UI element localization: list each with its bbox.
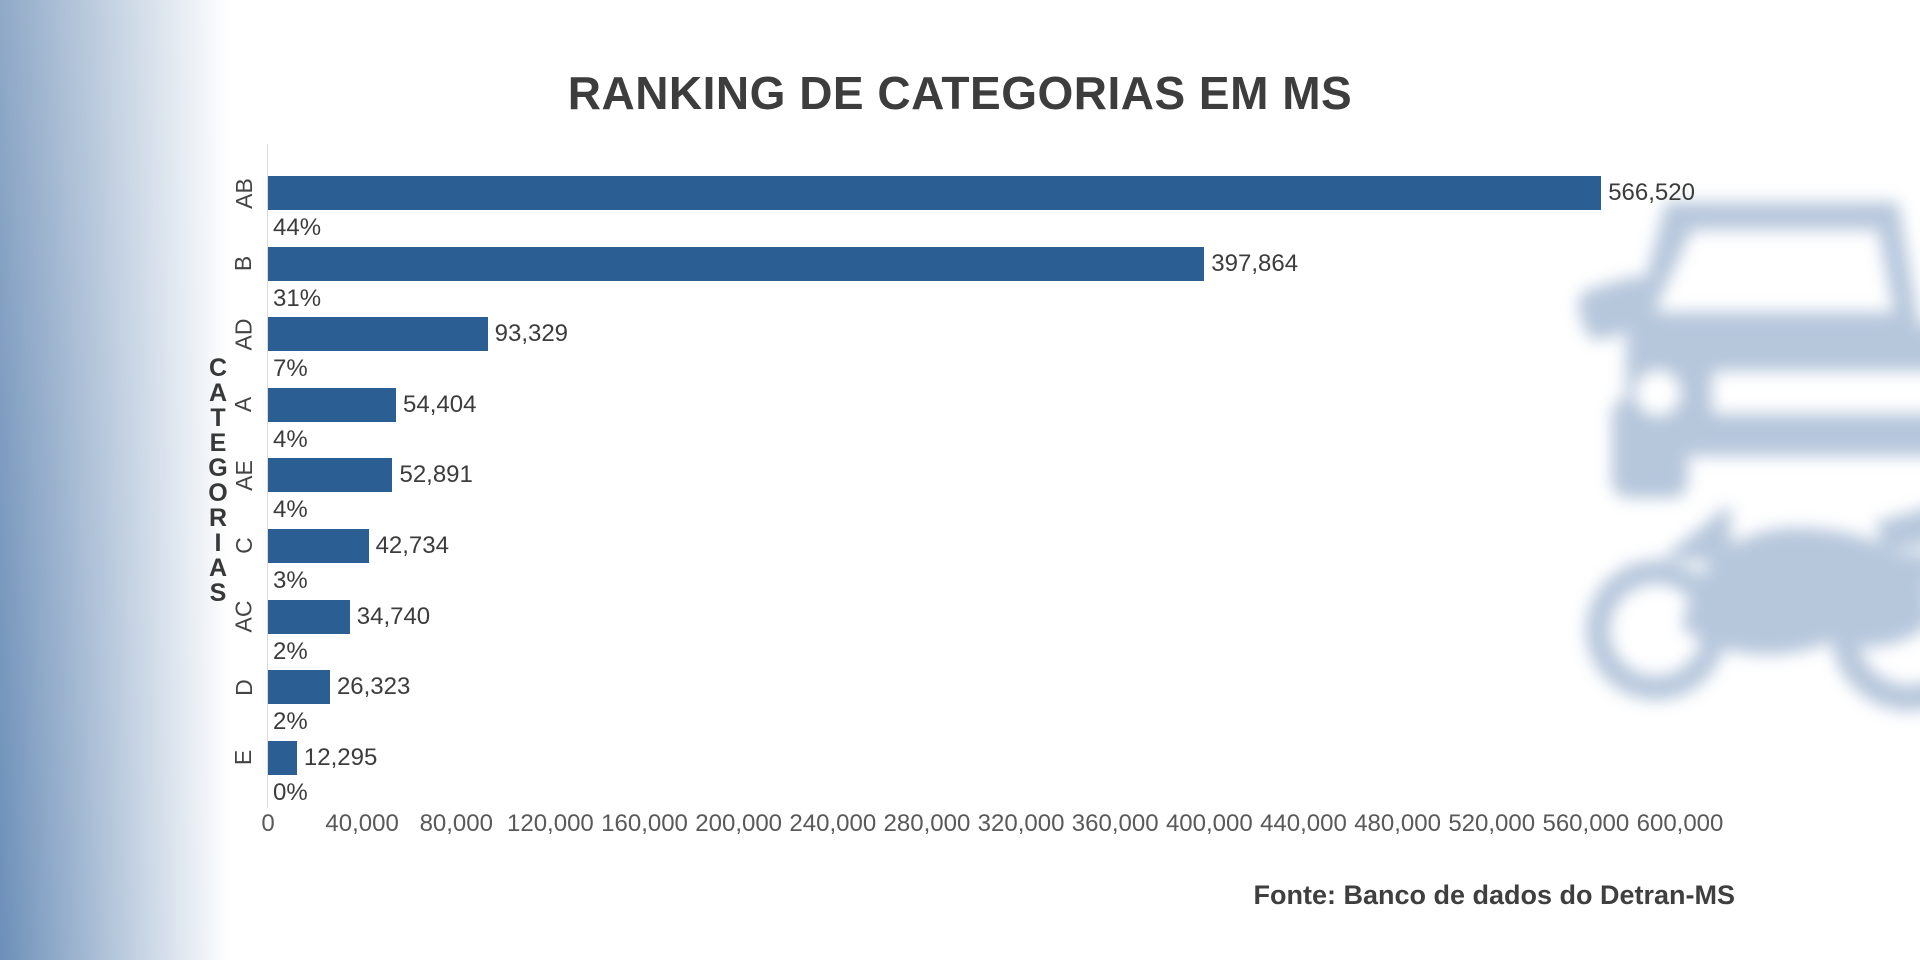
car-front-icon	[1578, 202, 1920, 498]
x-tick-label: 80,000	[419, 810, 493, 837]
x-tick-label: 280,000	[883, 810, 971, 837]
category-label: C	[230, 537, 257, 555]
value-label: 397,864	[1211, 249, 1299, 277]
bar-row: C 42,734 3%	[231, 503, 1680, 594]
category-label: AB	[230, 177, 257, 209]
category-label: A	[230, 397, 257, 413]
bar	[268, 246, 1205, 281]
motorcycle-icon	[1586, 504, 1920, 711]
x-tick-label: 120,000	[507, 810, 594, 837]
percent-label: 44%	[273, 214, 322, 241]
value-label: 93,329	[494, 320, 569, 348]
category-label: AD	[230, 318, 257, 351]
x-tick-label: 600,000	[1636, 810, 1724, 837]
bar-row: AC 34,740 2%	[230, 574, 1680, 665]
x-tick-label: 40,000	[325, 810, 399, 837]
value-label: 26,323	[336, 673, 411, 701]
x-axis-ticks: 0 40,000 80,000 120,000 160,000 200,000 240,00…	[261, 810, 1723, 844]
percent-label: 3%	[273, 566, 308, 594]
bar-row: AE 52,891 4%	[231, 432, 1680, 523]
percent-label: 4%	[273, 496, 308, 524]
bar-row: E 12,295 0%	[231, 715, 1680, 806]
value-label: 54,404	[403, 390, 477, 418]
bar-row: D 26,323 2%	[231, 644, 1680, 735]
bar	[268, 387, 397, 422]
percent-label: 0%	[273, 778, 308, 806]
x-tick-label: 320,000	[977, 810, 1065, 837]
bar	[268, 458, 393, 493]
x-tick-label: 480,000	[1354, 810, 1441, 837]
x-tick-label: 200,000	[695, 810, 783, 837]
source-note: Fonte: Banco de dados do Detran-MS	[1253, 880, 1735, 910]
category-label: E	[230, 750, 257, 766]
x-tick-label: 520,000	[1448, 810, 1536, 837]
value-label: 34,740	[356, 602, 431, 630]
percent-label: 31%	[273, 284, 322, 312]
y-axis-line	[267, 144, 268, 808]
category-label: AC	[230, 600, 257, 633]
bar-row: B 397,864 31%	[231, 221, 1680, 312]
bar	[268, 176, 1602, 210]
bar	[268, 599, 350, 634]
bar-row: AB 566,520 44%	[231, 150, 1695, 241]
bar	[268, 317, 488, 352]
percent-label: 7%	[273, 355, 308, 383]
x-tick-label: 360,000	[1071, 810, 1159, 837]
category-label: D	[230, 678, 257, 696]
x-tick-label: 560,000	[1542, 810, 1630, 837]
percent-label: 4%	[273, 425, 308, 453]
x-tick-label: 440,000	[1260, 810, 1347, 837]
bar	[268, 740, 297, 775]
bar-row: AD 93,329 7%	[230, 291, 1680, 382]
bar-chart: AB 566,520 44% B 397,864 31% AD 93,329 7…	[230, 144, 1723, 850]
category-label: AE	[230, 460, 257, 491]
x-tick-label: 400,000	[1165, 810, 1253, 837]
bar-rows: AB 566,520 44% B 397,864 31% AD 93,329 7…	[230, 150, 1695, 806]
category-label: B	[230, 255, 257, 272]
x-tick-label: 160,000	[601, 810, 688, 837]
value-label: 52,891	[399, 461, 473, 489]
left-gradient-strip	[0, 0, 250, 960]
bar	[268, 670, 330, 705]
value-label: 12,295	[303, 743, 378, 771]
chart-title: RANKING DE CATEGORIAS EM MS	[567, 67, 1353, 119]
vehicles-watermark	[1578, 190, 1920, 770]
x-tick-label: 0	[261, 810, 275, 837]
percent-label: 2%	[273, 637, 308, 665]
value-label: 42,734	[375, 531, 449, 559]
x-tick-label: 240,000	[789, 810, 877, 837]
bar	[268, 528, 369, 563]
value-label: 566,520	[1608, 179, 1695, 206]
bar-row: A 54,404 4%	[231, 362, 1680, 453]
percent-label: 2%	[273, 708, 308, 736]
